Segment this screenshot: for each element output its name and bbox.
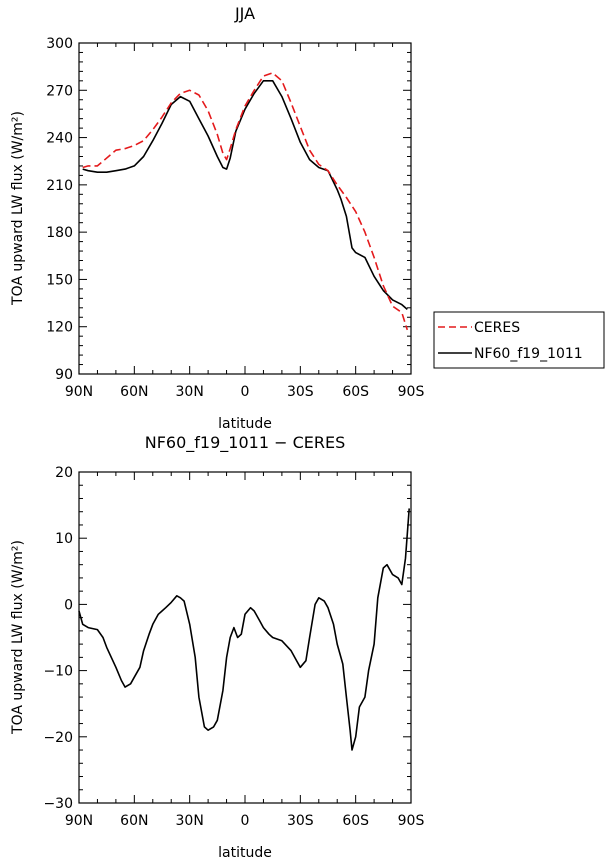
x-tick-label: 30S [287,384,314,400]
bottom-y-ticks: −30 −20 −10 0 10 20 [43,465,411,812]
x-tick-label: 90S [398,813,425,829]
y-tick-label: 240 [46,131,73,147]
legend: CERES NF60_f19_1011 [433,311,605,369]
bottom-x-axis-label: latitude [218,845,272,861]
y-tick-label: 180 [46,225,73,241]
y-tick-label: 10 [55,531,73,547]
y-tick-label: 120 [46,320,73,336]
top-series [82,72,409,331]
y-tick-label: −10 [43,664,73,680]
x-tick-label: 90S [398,384,425,400]
y-tick-label: −20 [43,730,73,746]
y-tick-label: 270 [46,83,73,99]
legend-box [433,311,605,369]
y-tick-label: 150 [46,272,73,288]
bottom-x-ticks: 90N 60N 30N 0 30S 60S 90S [65,472,425,829]
x-tick-label: 60N [120,384,148,400]
y-tick-label: 20 [55,465,73,481]
x-tick-label: 90N [65,813,93,829]
x-tick-label: 30S [287,813,314,829]
x-tick-label: 30N [176,813,204,829]
x-tick-label: 60S [342,813,369,829]
top-y-ticks: 90 120 150 180 210 240 270 300 [46,36,411,383]
bottom-panel: NF60_f19_1011 − CERES 90N 60N 30N 0 30S 60S 90… [10,433,424,861]
top-x-ticks: 90N 60N 30N 0 30S 60S 90S [65,43,425,400]
top-chart-title: JJA [234,4,255,23]
y-tick-label: −30 [43,796,73,812]
top-y-axis-label: TOA upward LW flux (W/m²) [10,111,26,306]
bottom-chart-title: NF60_f19_1011 − CERES [145,433,345,453]
top-panel: JJA 90N 60N 30N 0 30S 60S 90S 90 120 150 180 210 24… [10,4,424,432]
series-line-difference [78,508,410,751]
y-tick-label: 210 [46,178,73,194]
top-plot-frame [78,42,412,375]
bottom-plot-frame [78,471,412,804]
bottom-y-axis-label: TOA upward LW flux (W/m²) [10,540,26,735]
x-tick-label: 30N [176,384,204,400]
x-tick-label: 90N [65,384,93,400]
x-tick-label: 60S [342,384,369,400]
y-tick-label: 300 [46,36,73,52]
y-tick-label: 0 [64,597,73,613]
legend-label-ceres: CERES [474,320,520,336]
bottom-series [78,508,410,751]
x-tick-label: 60N [120,813,148,829]
legend-label-model: NF60_f19_1011 [474,346,583,362]
top-x-axis-label: latitude [218,416,272,432]
x-tick-label: 0 [241,384,250,400]
series-line-ceres [82,72,409,331]
series-line-nf60-f19-1011 [82,80,408,311]
x-tick-label: 0 [241,813,250,829]
y-tick-label: 90 [55,367,73,383]
